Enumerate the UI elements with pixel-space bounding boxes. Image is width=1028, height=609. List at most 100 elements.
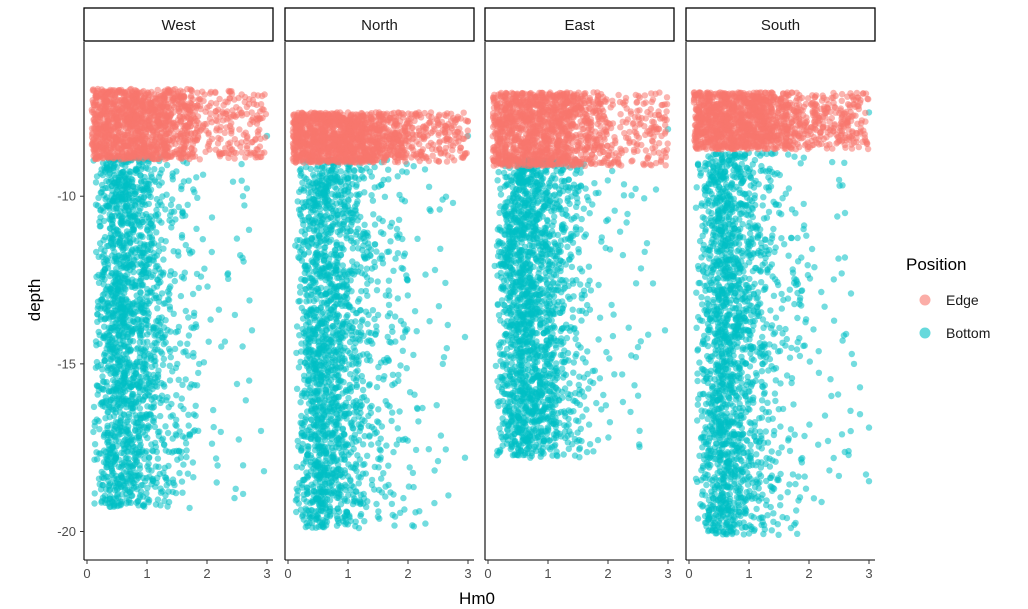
- data-point: [110, 179, 117, 187]
- data-point: [401, 506, 408, 513]
- data-point: [99, 373, 106, 380]
- data-point: [217, 428, 224, 436]
- data-point: [141, 393, 149, 400]
- data-point: [108, 212, 116, 219]
- data-point: [239, 462, 247, 469]
- data-point: [144, 495, 151, 503]
- data-point: [193, 174, 200, 181]
- data-point: [147, 141, 155, 148]
- data-point: [239, 193, 247, 200]
- data-point: [119, 389, 127, 396]
- data-point: [171, 345, 179, 353]
- data-point: [152, 362, 159, 369]
- data-point: [399, 347, 406, 354]
- data-point: [132, 370, 139, 378]
- x-tick-label: 1: [143, 566, 150, 581]
- data-point: [126, 380, 133, 387]
- data-point: [364, 320, 371, 328]
- data-point: [261, 134, 269, 141]
- data-point: [147, 124, 154, 131]
- data-point: [414, 235, 421, 242]
- data-point: [115, 431, 122, 439]
- data-point: [355, 358, 362, 365]
- data-point: [258, 92, 266, 100]
- data-point: [136, 153, 143, 161]
- data-point: [149, 447, 156, 454]
- data-point: [359, 386, 367, 394]
- data-point: [197, 102, 204, 110]
- data-point: [155, 463, 162, 470]
- data-point: [145, 215, 153, 222]
- data-point: [304, 451, 311, 458]
- data-point: [129, 326, 137, 333]
- data-point: [371, 315, 378, 323]
- data-point: [293, 323, 301, 330]
- data-point: [180, 275, 188, 282]
- data-point: [175, 447, 183, 454]
- data-point: [192, 402, 199, 409]
- data-point: [385, 277, 393, 284]
- data-point: [355, 192, 362, 199]
- data-point: [184, 470, 192, 477]
- data-point: [361, 221, 368, 228]
- data-point: [256, 143, 264, 150]
- data-point: [165, 404, 172, 411]
- data-point: [364, 452, 371, 459]
- data-point: [409, 469, 417, 477]
- data-point: [376, 255, 384, 262]
- data-point: [112, 372, 120, 380]
- data-point: [297, 399, 304, 406]
- data-point: [371, 241, 378, 248]
- data-point: [195, 284, 202, 292]
- data-point: [120, 98, 127, 105]
- data-point: [394, 425, 401, 432]
- data-point: [109, 220, 116, 228]
- data-point: [133, 476, 140, 483]
- data-point: [389, 371, 397, 378]
- data-point: [233, 235, 241, 242]
- data-point: [149, 109, 157, 116]
- data-point: [335, 493, 343, 500]
- data-point: [396, 408, 403, 415]
- x-tick-label: 2: [203, 566, 210, 581]
- data-point: [188, 87, 195, 95]
- data-point: [115, 499, 122, 506]
- data-point: [194, 194, 201, 201]
- data-point: [155, 116, 163, 123]
- data-point: [102, 415, 109, 422]
- data-point: [133, 298, 140, 305]
- data-point: [108, 471, 116, 479]
- data-point: [166, 129, 173, 136]
- data-point: [321, 244, 328, 252]
- data-point: [363, 274, 371, 281]
- data-point: [92, 92, 100, 99]
- data-point: [134, 108, 142, 115]
- data-point: [361, 189, 368, 196]
- data-point: [119, 320, 126, 328]
- y-tick-label: -15: [57, 356, 76, 371]
- points: [88, 85, 271, 512]
- data-point: [333, 259, 340, 266]
- data-point: [144, 165, 152, 173]
- data-point: [293, 349, 300, 357]
- data-point: [189, 290, 197, 298]
- data-point: [147, 352, 154, 359]
- data-point: [330, 251, 338, 258]
- data-point: [300, 221, 307, 228]
- data-point: [233, 380, 241, 388]
- data-point: [323, 454, 330, 461]
- data-point: [136, 207, 143, 214]
- facet-strip-label: North: [361, 17, 398, 34]
- data-point: [161, 122, 169, 129]
- data-point: [150, 371, 157, 379]
- data-point: [238, 177, 245, 184]
- data-point: [99, 271, 106, 278]
- data-point: [254, 154, 261, 161]
- data-point: [159, 488, 166, 495]
- data-point: [177, 292, 185, 300]
- data-point: [369, 197, 377, 204]
- data-point: [344, 347, 351, 355]
- data-point: [100, 237, 107, 244]
- data-point: [155, 242, 162, 249]
